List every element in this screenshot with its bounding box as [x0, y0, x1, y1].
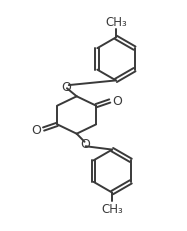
Text: O: O — [80, 138, 90, 151]
Text: O: O — [31, 123, 41, 136]
Text: O: O — [62, 80, 71, 93]
Text: CH₃: CH₃ — [101, 202, 123, 215]
Text: CH₃: CH₃ — [105, 16, 127, 29]
Text: O: O — [112, 95, 122, 108]
